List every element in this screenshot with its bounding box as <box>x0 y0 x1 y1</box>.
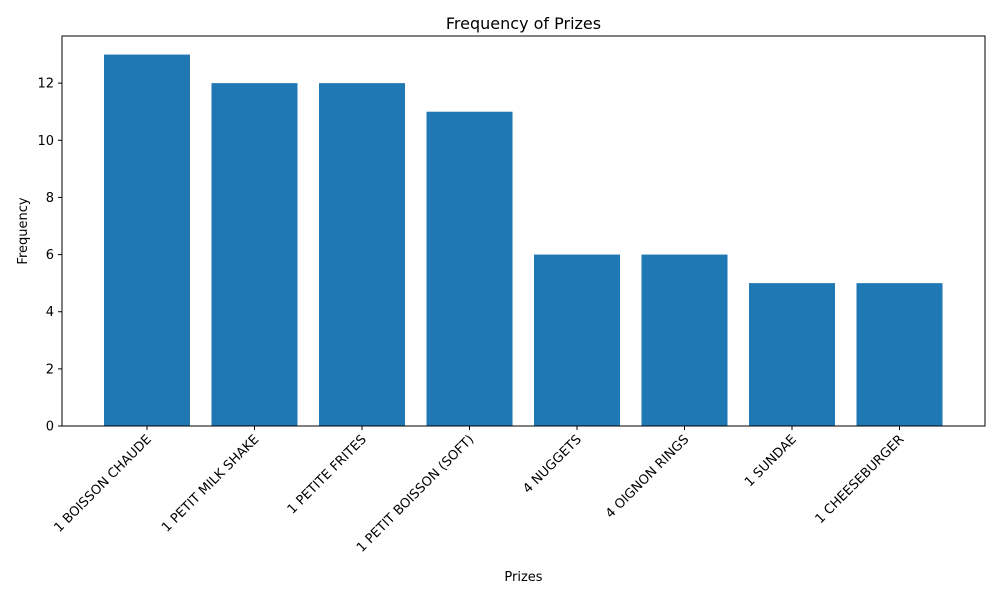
bars-group <box>104 54 943 427</box>
y-tick-label: 10 <box>37 134 54 149</box>
y-tick-label: 4 <box>46 305 54 320</box>
x-axis-label: Prizes <box>504 570 542 585</box>
bar <box>856 283 943 426</box>
bar <box>319 83 405 427</box>
bar <box>534 254 620 426</box>
bar <box>641 254 728 426</box>
y-ticks-group: 0 2 4 6 8 10 12 <box>37 77 62 435</box>
y-tick-label: 0 <box>46 420 54 435</box>
y-tick-label: 12 <box>37 77 54 92</box>
bar <box>211 83 298 427</box>
y-tick-label: 8 <box>46 191 54 206</box>
chart-title: Frequency of Prizes <box>446 14 601 33</box>
y-tick-label: 2 <box>46 362 54 377</box>
y-axis-label: Frequency <box>16 197 31 264</box>
bar <box>749 283 835 426</box>
plot-frame <box>61 35 986 427</box>
bar <box>426 111 513 426</box>
y-tick-label: 6 <box>46 248 54 263</box>
bar <box>104 54 190 426</box>
